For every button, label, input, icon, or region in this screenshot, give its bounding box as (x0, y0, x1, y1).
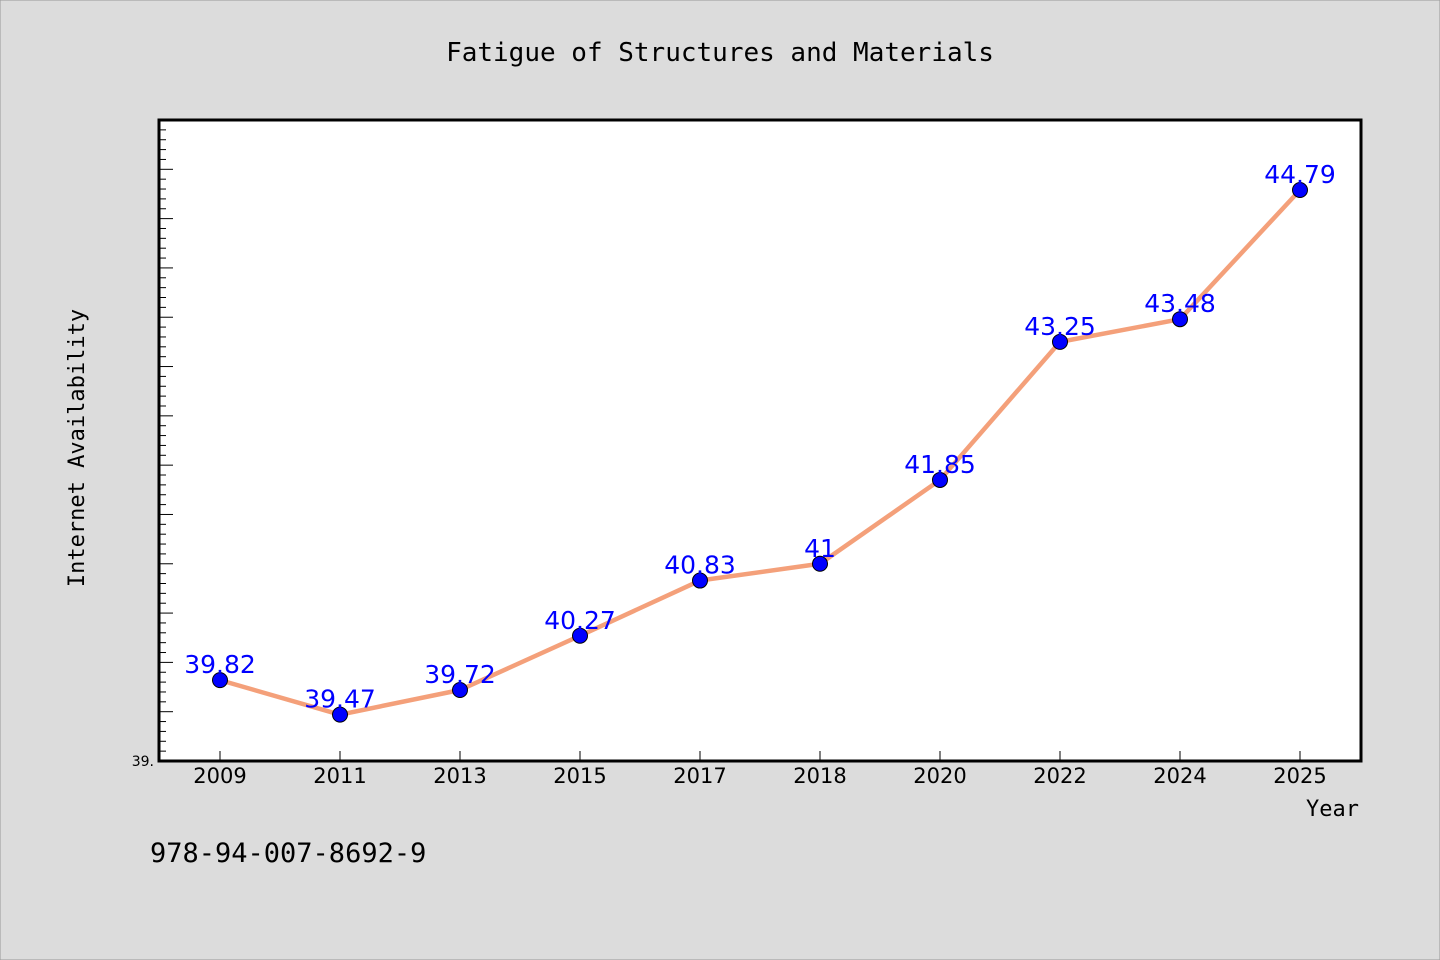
data-label: 43.48 (1144, 289, 1216, 318)
data-label: 39.47 (304, 685, 376, 714)
x-axis-ticks (219, 751, 1301, 761)
series-layer: 39.82 39.47 39.72 40.27 40.83 41 41.85 43.25 43.… (184, 160, 1336, 723)
data-label: 41.85 (904, 450, 976, 479)
y-axis-ticks (159, 129, 173, 762)
isbn-text: 978-94-007-8692-9 (150, 838, 426, 869)
data-label: 39.82 (184, 650, 256, 679)
x-tick-label: 2025 (1273, 764, 1326, 788)
series-line (217, 187, 1303, 717)
data-point (1172, 311, 1188, 328)
plot-area (157, 118, 1363, 763)
data-point (692, 572, 708, 589)
x-tick-label: 2009 (193, 764, 246, 788)
data-label: 39.72 (424, 660, 496, 689)
data-point (452, 681, 468, 698)
data-label: 40.27 (544, 606, 616, 635)
data-point (1292, 182, 1308, 199)
data-point (332, 706, 348, 723)
x-tick-label: 2017 (673, 764, 726, 788)
data-label: 44.79 (1264, 160, 1336, 189)
data-point (1052, 333, 1068, 350)
x-tick-label: 2020 (913, 764, 966, 788)
data-label: 43.25 (1024, 312, 1096, 341)
data-label: 41 (804, 534, 836, 563)
x-tick-label: 2024 (1153, 764, 1206, 788)
x-tick-label: 2013 (433, 764, 486, 788)
data-point (572, 627, 588, 644)
data-label: 40.83 (664, 551, 736, 580)
data-point (932, 471, 948, 488)
data-point (212, 672, 228, 689)
x-axis-label: Year (1306, 797, 1359, 822)
data-point (812, 555, 828, 572)
chart-title: Fatigue of Structures and Materials (446, 38, 994, 68)
x-tick-labels: 2009 2011 2013 2015 2017 2018 2020 2022 2024 2025 (193, 764, 1326, 788)
x-tick-label: 2018 (793, 764, 846, 788)
x-tick-label: 2015 (553, 764, 606, 788)
y-tick-label: 39. (132, 754, 154, 770)
y-axis-label: Internet Availability (65, 309, 90, 587)
x-tick-label: 2011 (313, 764, 366, 788)
x-tick-label: 2022 (1033, 764, 1086, 788)
